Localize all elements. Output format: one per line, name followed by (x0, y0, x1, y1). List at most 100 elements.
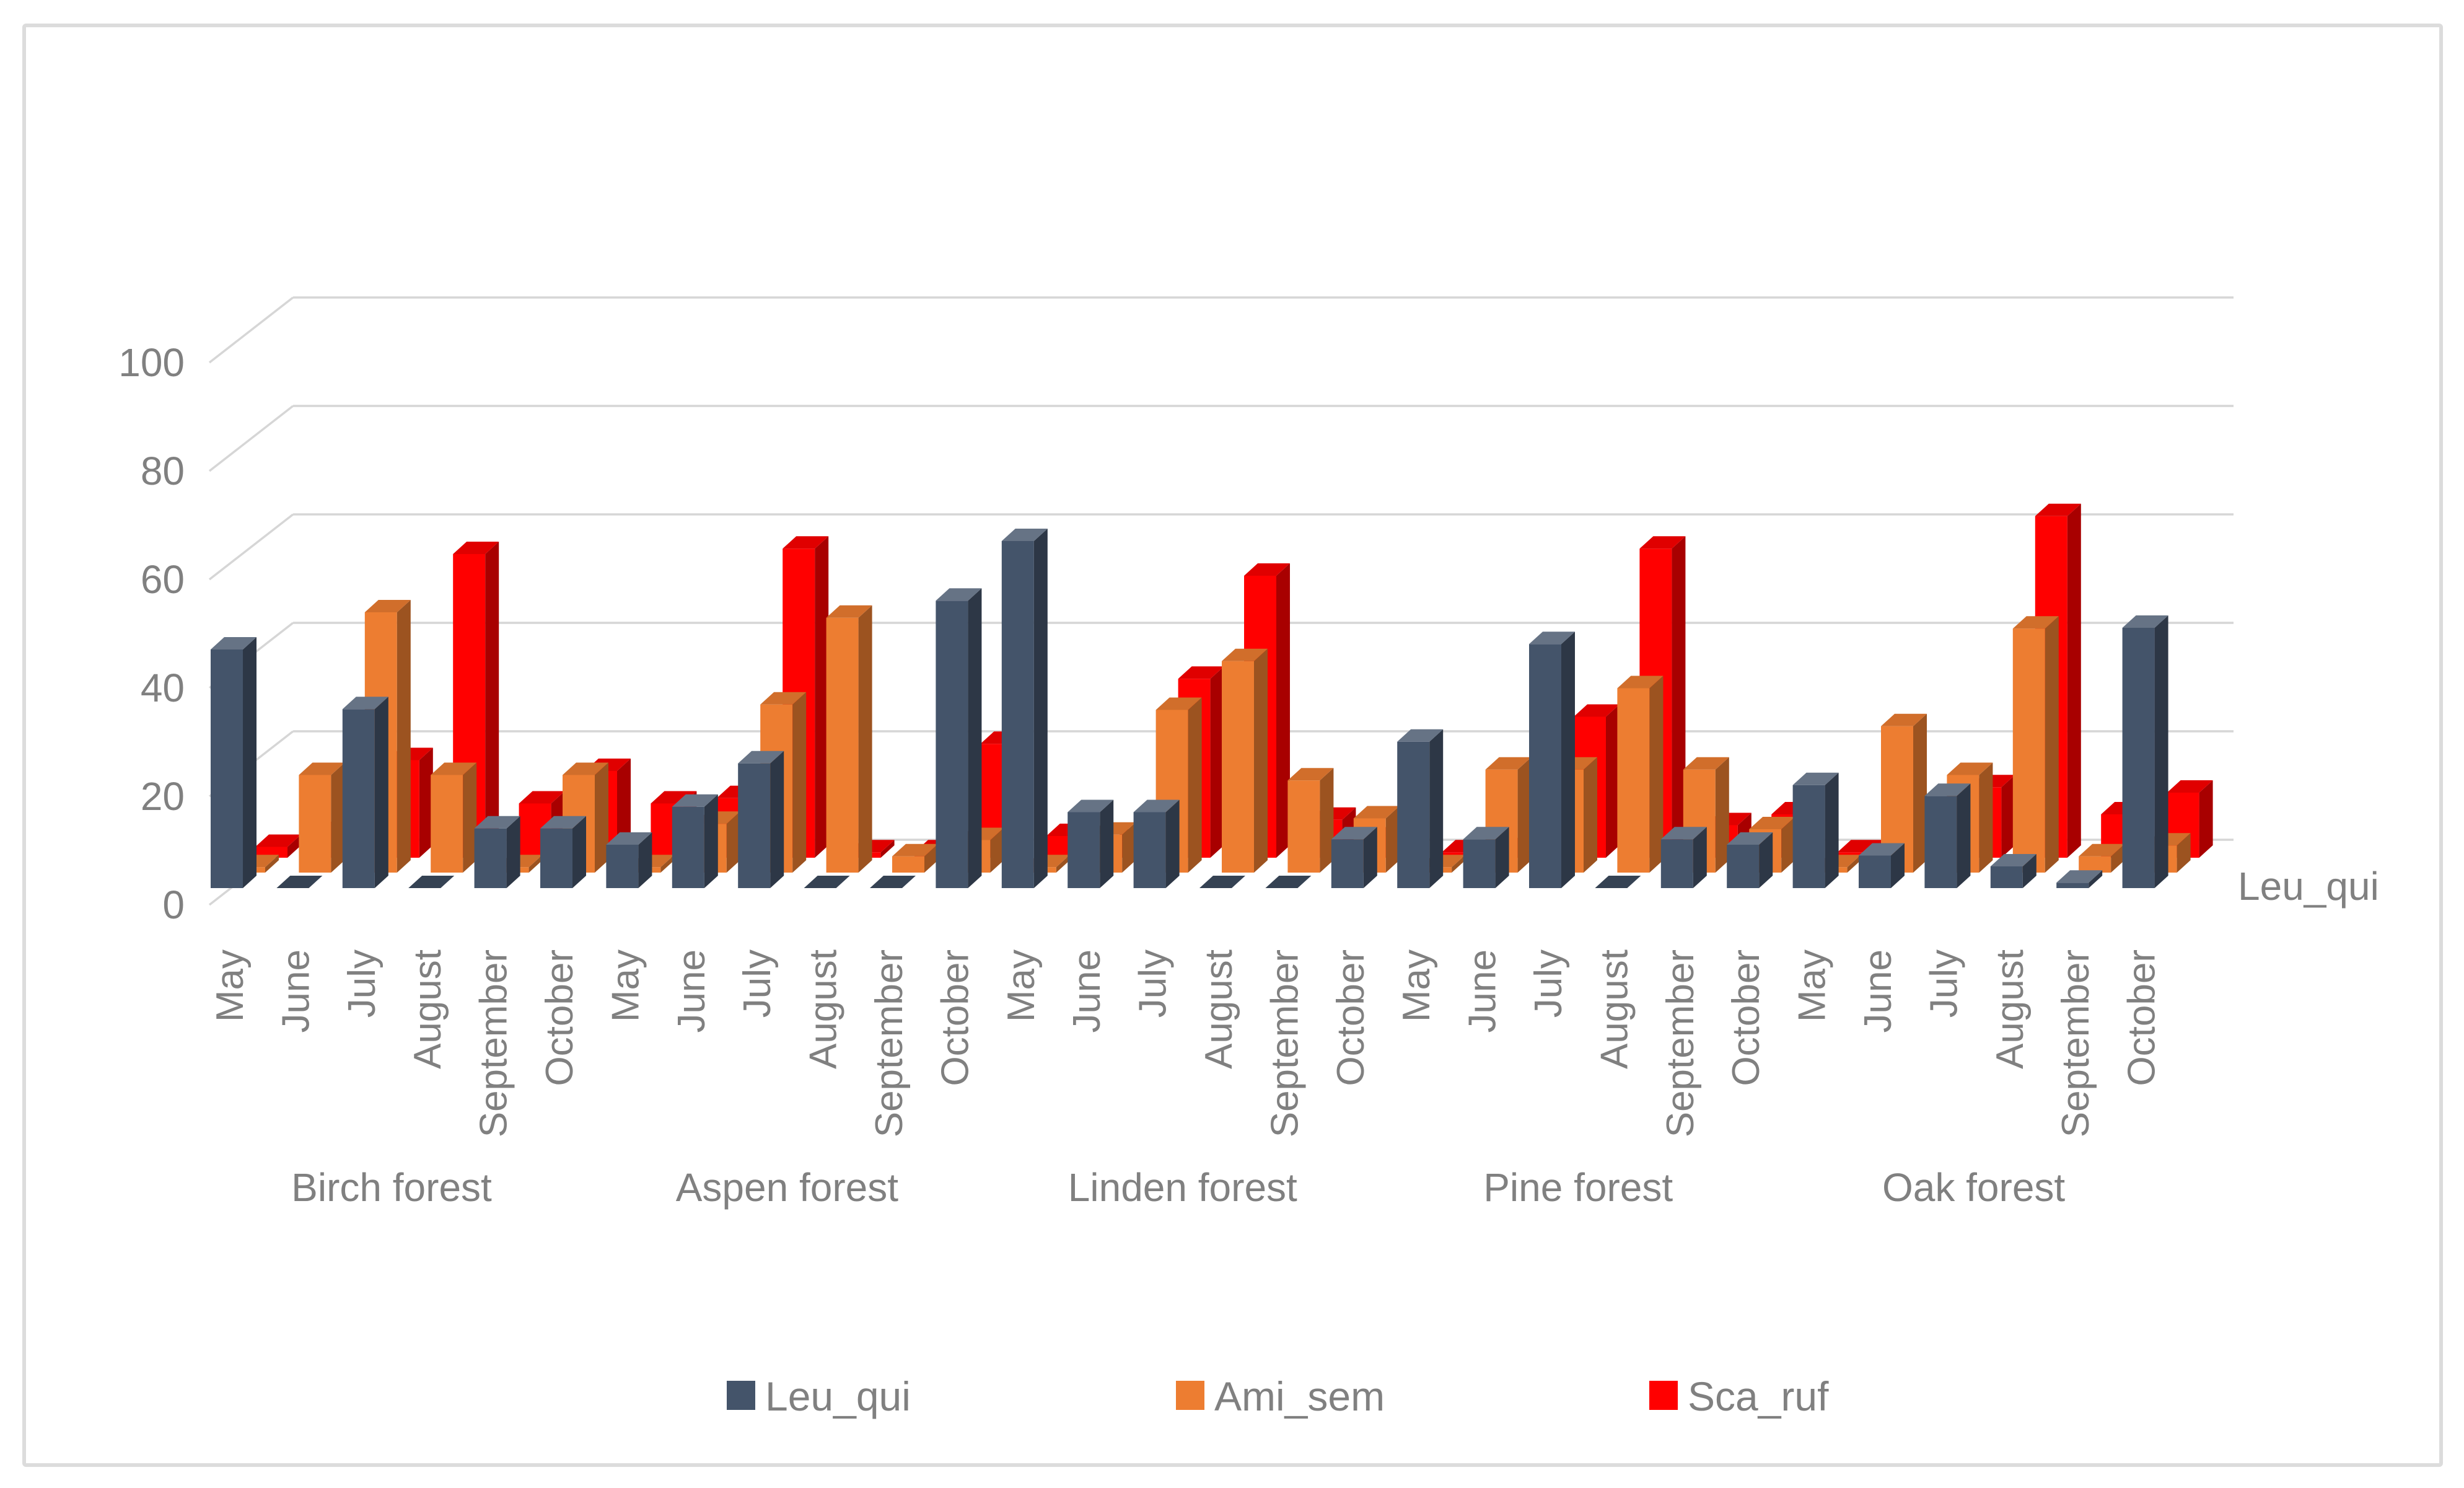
bar-Leu_qui-Birch-October (540, 828, 572, 888)
bar-Leu_qui-Linden-May-top (1001, 529, 1048, 541)
value-tick-label-100: 100 (118, 340, 185, 385)
bar-Leu_qui-Birch-September-side (506, 816, 520, 888)
group-label-Oak: Oak forest (1882, 1165, 2065, 1210)
value-tick-label-80: 80 (141, 449, 185, 493)
month-label-Birch-August: August (406, 949, 449, 1069)
bar-Sca_ruf-Linden-August-top (1244, 563, 1290, 576)
month-label-Linden-June: June (1066, 949, 1108, 1032)
bar-Leu_qui-Oak-September-top (2056, 870, 2103, 883)
bar-Sca_ruf-Aspen-July-top (783, 536, 829, 549)
bar-Ami_sem-Birch-May-side (265, 855, 279, 873)
bar-Leu_qui-Oak-June (1859, 855, 1891, 888)
bar-Ami_sem-Birch-June-side (331, 762, 345, 873)
bar-Leu_qui-Birch-September-top (474, 816, 520, 829)
bar-Ami_sem-Birch-June (299, 775, 331, 873)
bar-Leu_qui-Oak-July (1924, 796, 1957, 888)
bar-Ami_sem-Aspen-August-top (826, 605, 872, 618)
group-label-Pine: Pine forest (1483, 1165, 1673, 1210)
bar-Leu_qui-Linden-July-top (1133, 799, 1180, 812)
bar-Leu_qui-Linden-July (1133, 812, 1166, 888)
bar-Leu_qui-Birch-July (342, 709, 375, 888)
bar-Ami_sem-Pine-August-top (1617, 676, 1664, 689)
group-label-Linden: Linden forest (1068, 1165, 1297, 1210)
bar-Leu_qui-Linden-June-top (1068, 799, 1114, 812)
bar-Leu_qui-Aspen-May-side (638, 832, 652, 888)
bar-Sca_ruf-Linden-August-side (1276, 563, 1290, 858)
bar-Sca_ruf-Pine-August-side (1672, 536, 1686, 858)
legend-swatch-Ami_sem (1176, 1381, 1204, 1410)
month-label-Pine-July: July (1527, 949, 1570, 1018)
bar-Ami_sem-Birch-September-side (528, 855, 543, 873)
month-label-Oak-August: August (1989, 949, 2032, 1069)
month-label-Birch-September: September (473, 949, 515, 1137)
gridline-diagonal-100 (208, 296, 294, 364)
bar-Ami_sem-Birch-July-top (364, 600, 411, 612)
value-tick-label-0: 0 (162, 883, 185, 927)
gridline-diagonal-60 (208, 513, 294, 581)
bar-Ami_sem-Birch-July-side (397, 600, 411, 873)
month-label-Pine-August: August (1593, 949, 1636, 1069)
value-tick-label-40: 40 (141, 666, 185, 710)
bar-Leu_qui-Aspen-June-side (704, 794, 718, 888)
bar-Ami_sem-Aspen-August (826, 617, 859, 873)
bar-Leu_qui-Pine-October (1727, 845, 1760, 888)
month-label-Aspen-October: October (934, 949, 976, 1086)
bar-Leu_qui-Aspen-October-top (936, 588, 982, 601)
bar-Leu_qui-Aspen-July-top (738, 751, 784, 764)
bar-Leu_qui-Birch-July-side (374, 697, 388, 888)
bar-Leu_qui-Pine-July-top (1529, 632, 1575, 645)
bar-Leu_qui-Aspen-June-top (672, 794, 718, 807)
bar-Leu_qui-Aspen-May-top (606, 832, 652, 845)
bar-Leu_qui-Birch-October-side (572, 816, 586, 888)
bar-Leu_qui-Birch-August-zero (408, 876, 455, 888)
bar-Leu_qui-Birch-May (211, 649, 243, 888)
bar-Sca_ruf-Aspen-August-side (880, 840, 895, 858)
bar-Sca_ruf-Oak-October-top (2167, 780, 2213, 793)
bar-Ami_sem-Linden-September-side (1320, 768, 1334, 873)
bar-Ami_sem-Linden-July-side (1188, 697, 1202, 873)
bar-Leu_qui-Oak-September (2056, 883, 2089, 888)
bar-Leu_qui-Pine-September (1660, 839, 1693, 888)
bar-Leu_qui-Oak-October-side (2154, 615, 2168, 888)
bar-Ami_sem-Oak-August (2012, 628, 2045, 873)
bar-Ami_sem-Pine-September-top (1683, 757, 1729, 770)
bar-Leu_qui-Aspen-August-zero (804, 876, 850, 888)
bar-Leu_qui-Oak-June-side (1891, 843, 1905, 888)
month-label-Birch-June: June (274, 949, 317, 1032)
bar-Ami_sem-Oak-June-side (1913, 713, 1927, 873)
bar-Ami_sem-Oak-September-top (2079, 843, 2125, 856)
bar-Sca_ruf-Pine-August-top (1639, 536, 1686, 549)
bar-Leu_qui-Pine-August-zero (1595, 876, 1641, 888)
bar-Ami_sem-Aspen-May-side (660, 855, 675, 873)
bar-Leu_qui-Oak-September-side (2089, 870, 2103, 888)
bar-Leu_qui-Pine-October-top (1727, 832, 1773, 845)
bar-Ami_sem-Aspen-October-side (990, 827, 1004, 873)
bar-Ami_sem-Linden-June-side (1122, 822, 1136, 873)
bar-Ami_sem-Pine-August (1617, 688, 1650, 873)
bar-Leu_qui-Oak-August-top (1990, 854, 2037, 866)
month-label-Linden-August: August (1198, 949, 1240, 1069)
month-label-Birch-July: July (341, 949, 384, 1018)
month-label-Oak-October: October (2121, 949, 2164, 1086)
bar-Leu_qui-Pine-October-side (1759, 832, 1773, 888)
month-label-Aspen-June: June (670, 949, 713, 1032)
legend-label-Leu_qui: Leu_qui (765, 1373, 911, 1419)
bar-Sca_ruf-Pine-July-top (1574, 704, 1620, 717)
bar-Ami_sem-Birch-August (431, 775, 463, 873)
legend-label-Sca_ruf: Sca_ruf (1688, 1373, 1829, 1419)
bar-Ami_sem-Linden-October-side (1385, 806, 1400, 873)
month-label-Pine-October: October (1725, 949, 1768, 1086)
bar-Ami_sem-Aspen-September-side (924, 843, 938, 873)
month-label-Pine-September: September (1659, 949, 1702, 1137)
bar-Sca_ruf-Linden-July-side (1210, 666, 1224, 858)
bar-Sca_ruf-Oak-July-side (2001, 775, 2015, 858)
group-label-Aspen: Aspen forest (676, 1165, 899, 1210)
bar-Ami_sem-Aspen-July-top (760, 692, 807, 705)
bar-Leu_qui-Oak-July-top (1924, 783, 1971, 796)
bar-Ami_sem-Pine-August-side (1649, 676, 1664, 873)
bar-Leu_qui-Aspen-July (738, 763, 771, 888)
bar-Leu_qui-Birch-October-top (540, 816, 586, 829)
bar-Leu_qui-Pine-May-top (1397, 729, 1444, 742)
bar-Ami_sem-Linden-September (1287, 780, 1320, 873)
